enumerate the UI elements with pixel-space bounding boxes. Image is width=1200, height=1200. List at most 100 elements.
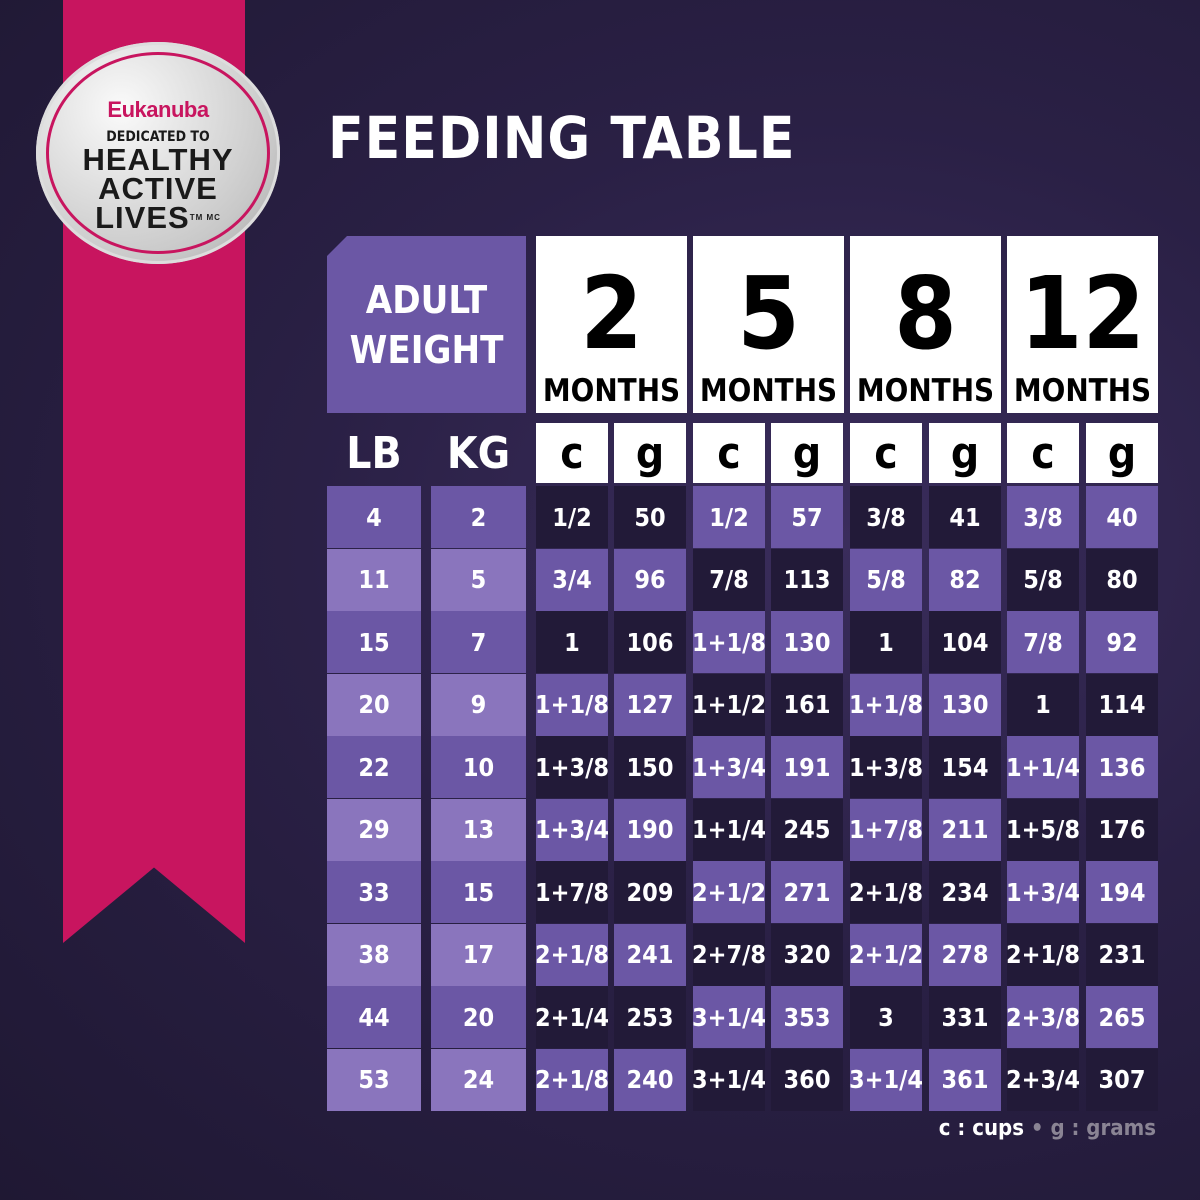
grams-cell: 234 [929,861,1001,923]
cups-cell: 2+1/8 [849,861,923,923]
weight-kg-cell: 7 [431,611,526,673]
legend-separator: • [1030,1116,1044,1141]
cups-cell: 1+1/4 [1006,736,1080,798]
badge-line: DEDICATED TO [106,129,210,145]
weight-kg-cell: 10 [431,736,526,798]
grams-cell: 92 [1086,611,1158,673]
cups-cell: 2+1/4 [535,986,609,1048]
unit-header-grams: g [614,423,686,483]
cups-cell: 3/8 [1007,486,1079,548]
cups-cell: 3 [850,986,922,1048]
weight-kg-cell: 9 [431,673,526,736]
month-number: 12 [1019,255,1146,372]
unit-header-cups: c [536,423,608,483]
cups-cell: 1+1/8 [849,673,923,736]
month-number: 8 [894,255,957,372]
cups-cell: 2+3/4 [1006,1048,1080,1111]
cups-cell: 2+1/2 [849,923,923,986]
month-label: MONTHS [542,373,681,409]
grams-cell: 136 [1086,736,1158,798]
weight-lb-cell: 29 [327,798,421,861]
grams-cell: 331 [929,986,1001,1048]
grams-cell: 240 [614,1048,686,1111]
grams-cell: 82 [929,548,1001,611]
cups-cell: 1+1/8 [692,611,766,673]
month-header: 5 MONTHS [693,236,844,413]
cups-cell: 7/8 [1007,611,1079,673]
grams-cell: 320 [771,923,843,986]
grams-cell: 57 [771,486,843,548]
trademark: TM MC [189,213,221,222]
month-label: MONTHS [699,373,838,409]
grams-cell: 40 [1086,486,1158,548]
cups-cell: 3+1/4 [692,1048,766,1111]
cups-cell: 3+1/4 [849,1048,923,1111]
grams-cell: 245 [771,798,843,861]
grams-cell: 209 [614,861,686,923]
badge-line: ACTIVE [98,171,218,206]
month-label: MONTHS [856,373,995,409]
weight-kg-cell: 13 [431,798,526,861]
month-header: 8 MONTHS [850,236,1001,413]
cups-cell: 1+7/8 [535,861,609,923]
grams-cell: 150 [614,736,686,798]
adult-weight-line: ADULT [365,277,488,322]
unit-header-cups: c [693,423,765,483]
weight-lb-cell: 4 [327,486,421,548]
weight-kg-cell: 24 [431,1048,526,1111]
legend-cups: c : cups [938,1116,1024,1141]
cups-cell: 1/2 [693,486,765,548]
grams-cell: 113 [771,548,843,611]
grams-cell: 271 [771,861,843,923]
cups-cell: 1+3/4 [692,736,766,798]
cups-cell: 1 [850,611,922,673]
grams-cell: 307 [1086,1048,1158,1111]
grams-cell: 50 [614,486,686,548]
weight-lb-cell: 11 [327,548,421,611]
cups-cell: 2+7/8 [692,923,766,986]
cups-cell: 1 [536,611,608,673]
weight-kg-cell: 15 [431,861,526,923]
grams-cell: 106 [614,611,686,673]
grams-cell: 96 [614,548,686,611]
weight-lb-cell: 22 [327,736,421,798]
grams-cell: 41 [929,486,1001,548]
cups-cell: 2+1/2 [692,861,766,923]
legend: c : cups • g : grams [939,1116,1156,1141]
cups-cell: 2+3/8 [1006,986,1080,1048]
legend-grams: g : grams [1050,1116,1156,1141]
cups-cell: 2+1/8 [535,1048,609,1111]
unit-header-cups: c [1007,423,1079,483]
weight-kg-cell: 2 [431,486,526,548]
grams-cell: 130 [929,673,1001,736]
cups-cell: 1+1/8 [535,673,609,736]
grams-cell: 361 [929,1048,1001,1111]
cups-cell: 1+5/8 [1006,798,1080,861]
unit-header-cups: c [850,423,922,483]
cups-cell: 2+1/8 [535,923,609,986]
cups-cell: 1 [1007,673,1079,736]
weight-lb-cell: 44 [327,986,421,1048]
cups-cell: 1+3/8 [849,736,923,798]
grams-cell: 104 [929,611,1001,673]
weight-kg-cell: 5 [431,548,526,611]
adult-weight-line: WEIGHT [349,327,504,372]
badge-line: LIVES [95,200,190,235]
grams-cell: 231 [1086,923,1158,986]
grams-cell: 154 [929,736,1001,798]
weight-lb-cell: 20 [327,673,421,736]
adult-weight-header: ADULT WEIGHT [327,236,526,413]
weight-lb-cell: 15 [327,611,421,673]
grams-cell: 176 [1086,798,1158,861]
cups-cell: 5/8 [1007,548,1079,611]
month-header: 2 MONTHS [536,236,687,413]
cups-cell: 5/8 [850,548,922,611]
grams-cell: 114 [1086,673,1158,736]
cups-cell: 3/4 [536,548,608,611]
grams-cell: 194 [1086,861,1158,923]
grams-cell: 80 [1086,548,1158,611]
unit-header-grams: g [929,423,1001,483]
unit-header-grams: g [1086,423,1158,483]
grams-cell: 127 [614,673,686,736]
cups-cell: 1+3/8 [535,736,609,798]
